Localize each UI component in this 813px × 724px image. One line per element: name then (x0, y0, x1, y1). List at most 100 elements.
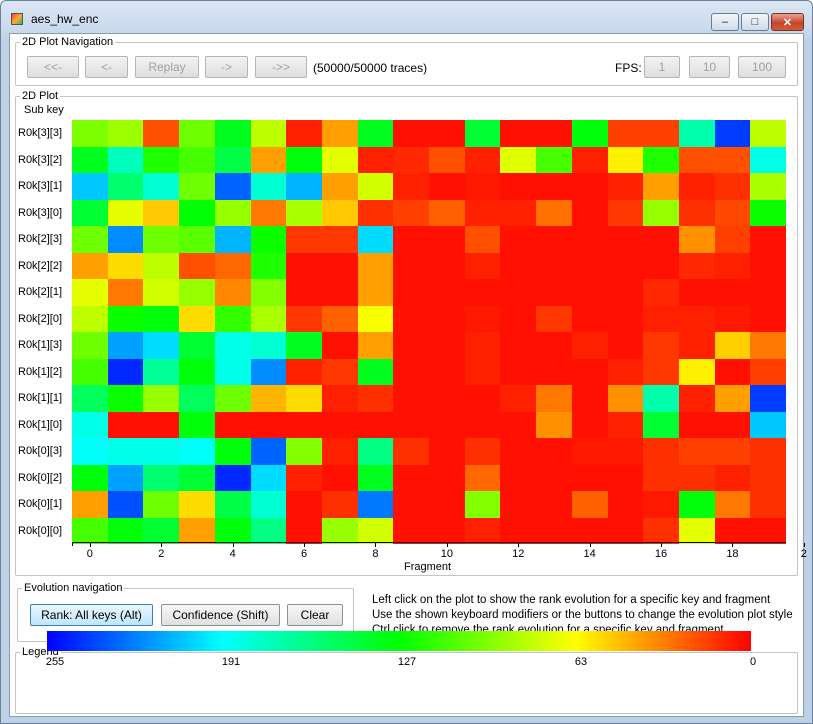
heatmap-row[interactable] (72, 464, 787, 491)
heatmap-cell[interactable] (250, 146, 287, 173)
heatmap-cell[interactable] (286, 491, 322, 518)
heatmap-cell[interactable] (678, 411, 715, 438)
heatmap-cell[interactable] (214, 252, 251, 279)
heatmap-cell[interactable] (607, 279, 644, 306)
heatmap-row[interactable] (72, 252, 787, 279)
heatmap-cell[interactable] (143, 358, 180, 385)
heatmap-cell[interactable] (500, 305, 537, 332)
heatmap-cell[interactable] (72, 464, 108, 491)
heatmap-cell[interactable] (321, 120, 358, 147)
heatmap-cell[interactable] (107, 517, 144, 544)
heatmap-cell[interactable] (750, 411, 787, 438)
heatmap-cell[interactable] (357, 385, 394, 412)
maximize-icon[interactable]: □ (741, 13, 769, 31)
heatmap-cell[interactable] (678, 252, 715, 279)
heatmap-cell[interactable] (286, 385, 322, 412)
heatmap-cell[interactable] (500, 385, 537, 412)
heatmap-cell[interactable] (750, 438, 787, 465)
heatmap-cell[interactable] (143, 279, 180, 306)
heatmap-cell[interactable] (464, 464, 501, 491)
heatmap-cell[interactable] (678, 464, 715, 491)
heatmap-cell[interactable] (214, 173, 251, 200)
heatmap-cell[interactable] (214, 464, 251, 491)
heatmap-cell[interactable] (107, 120, 144, 147)
heatmap-cell[interactable] (429, 146, 465, 173)
heatmap-cell[interactable] (250, 385, 287, 412)
heatmap-cell[interactable] (72, 305, 108, 332)
heatmap-cell[interactable] (250, 173, 287, 200)
heatmap-cell[interactable] (357, 332, 394, 359)
clear-button[interactable]: Clear (287, 604, 343, 626)
heatmap-cell[interactable] (393, 279, 430, 306)
heatmap-cell[interactable] (214, 411, 251, 438)
heatmap-cell[interactable] (464, 491, 501, 518)
heatmap-cell[interactable] (429, 279, 465, 306)
heatmap-cell[interactable] (214, 146, 251, 173)
heatmap-cell[interactable] (536, 146, 572, 173)
heatmap-cell[interactable] (571, 279, 608, 306)
heatmap-cell[interactable] (107, 411, 144, 438)
heatmap-cell[interactable] (393, 199, 430, 226)
heatmap-cell[interactable] (571, 438, 608, 465)
heatmap-row[interactable] (72, 385, 787, 412)
heatmap-cell[interactable] (143, 173, 180, 200)
heatmap-cell[interactable] (607, 173, 644, 200)
heatmap-cell[interactable] (464, 411, 501, 438)
heatmap-cell[interactable] (107, 438, 144, 465)
heatmap-cell[interactable] (536, 491, 572, 518)
heatmap-cell[interactable] (536, 358, 572, 385)
heatmap-cell[interactable] (750, 358, 787, 385)
heatmap-cell[interactable] (179, 252, 215, 279)
heatmap-cell[interactable] (607, 385, 644, 412)
heatmap-cell[interactable] (643, 464, 679, 491)
heatmap-cell[interactable] (179, 279, 215, 306)
heatmap-cell[interactable] (107, 226, 144, 253)
heatmap-cell[interactable] (214, 279, 251, 306)
heatmap-cell[interactable] (429, 411, 465, 438)
heatmap-cell[interactable] (286, 199, 322, 226)
heatmap-cell[interactable] (607, 491, 644, 518)
heatmap-cell[interactable] (714, 279, 751, 306)
heatmap-cell[interactable] (321, 305, 358, 332)
heatmap-cell[interactable] (321, 438, 358, 465)
heatmap-cell[interactable] (321, 517, 358, 544)
heatmap-cell[interactable] (500, 120, 537, 147)
heatmap-cell[interactable] (107, 385, 144, 412)
heatmap-cell[interactable] (714, 199, 751, 226)
heatmap-cell[interactable] (321, 491, 358, 518)
heatmap-cell[interactable] (393, 358, 430, 385)
heatmap-cell[interactable] (750, 173, 787, 200)
heatmap-cell[interactable] (500, 279, 537, 306)
heatmap-cell[interactable] (643, 120, 679, 147)
heatmap-cell[interactable] (714, 173, 751, 200)
heatmap-cell[interactable] (214, 491, 251, 518)
heatmap-row[interactable] (72, 305, 787, 332)
heatmap-cell[interactable] (678, 438, 715, 465)
heatmap-cell[interactable] (571, 517, 608, 544)
heatmap-cell[interactable] (750, 332, 787, 359)
heatmap-cell[interactable] (250, 120, 287, 147)
heatmap-cell[interactable] (571, 199, 608, 226)
replay-button[interactable]: Replay (135, 56, 199, 78)
heatmap-cell[interactable] (179, 146, 215, 173)
heatmap-cell[interactable] (179, 385, 215, 412)
heatmap-cell[interactable] (678, 305, 715, 332)
heatmap-cell[interactable] (143, 411, 180, 438)
heatmap-cell[interactable] (714, 517, 751, 544)
heatmap-row[interactable] (72, 279, 787, 306)
heatmap-cell[interactable] (72, 358, 108, 385)
heatmap-cell[interactable] (107, 279, 144, 306)
heatmap-cell[interactable] (714, 438, 751, 465)
heatmap-cell[interactable] (107, 173, 144, 200)
heatmap-cell[interactable] (678, 120, 715, 147)
heatmap-cell[interactable] (286, 252, 322, 279)
heatmap-cell[interactable] (678, 491, 715, 518)
heatmap-cell[interactable] (72, 252, 108, 279)
minimize-icon[interactable]: – (711, 13, 739, 31)
heatmap-cell[interactable] (607, 464, 644, 491)
heatmap-cell[interactable] (714, 332, 751, 359)
heatmap-cell[interactable] (179, 120, 215, 147)
heatmap-cell[interactable] (536, 438, 572, 465)
heatmap-row[interactable] (72, 332, 787, 359)
heatmap-cell[interactable] (357, 438, 394, 465)
